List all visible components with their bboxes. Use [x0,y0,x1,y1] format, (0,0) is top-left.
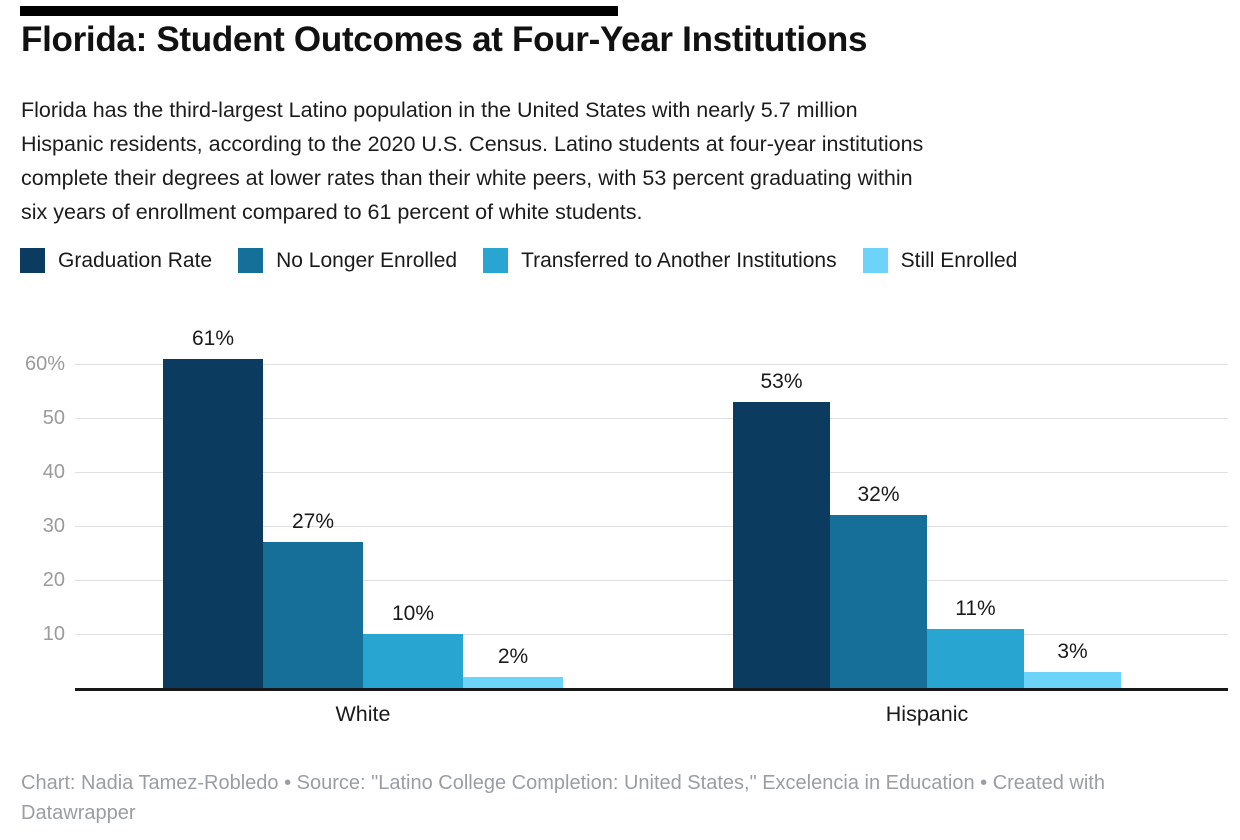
legend-item-still-enrolled: Still Enrolled [862,248,1018,273]
legend-label: No Longer Enrolled [276,248,458,272]
header-rule [20,6,618,16]
gridline-30 [75,526,1228,527]
description-line: Hispanic residents, according to the 202… [21,132,924,156]
footer-line: Chart: Nadia Tamez-Robledo • Source: "La… [21,772,1105,794]
y-tick-label-10: 10 [42,623,65,645]
bar-hispanic-transferred-to-another-institutions [927,628,1024,688]
legend-label: Transferred to Another Institutions [521,248,837,272]
legend-label: Still Enrolled [900,248,1018,272]
bar-value-label-hispanic-graduation-rate: 53% [760,369,803,393]
legend-label: Graduation Rate [58,248,213,272]
bar-hispanic-no-longer-enrolled [830,515,927,688]
legend-swatch [862,248,888,273]
legend-swatch [20,248,45,273]
chart-title: Florida: Student Outcomes at Four-Year I… [21,20,868,59]
x-label-white: White [335,702,391,726]
x-label-hispanic: Hispanic [885,702,969,726]
bar-hispanic-graduation-rate [733,401,830,688]
gridline-50 [75,418,1228,419]
legend-item-transferred-to-another-institutions: Transferred to Another Institutions [483,248,837,273]
legend: Graduation Rate No Longer Enrolled Transfe… [20,248,1017,273]
y-tick-label-20: 20 [42,569,65,591]
y-tick-label-60: 60% [24,353,65,375]
chart-description: Florida has the third-largest Latino pop… [21,93,923,229]
y-tick-label-40: 40 [42,461,65,483]
bar-hispanic-still-enrolled [1024,671,1121,688]
description-line: complete their degrees at lower rates th… [21,166,913,190]
gridline-60 [75,364,1228,365]
bar-white-transferred-to-another-institutions [363,634,463,688]
legend-item-graduation-rate: Graduation Rate [20,248,212,273]
footer-line: Datawrapper [21,802,136,824]
y-tick-label-50: 50 [42,407,65,429]
bar-value-label-white-transferred-to-another-institutions: 10% [391,602,435,625]
gridline-20 [75,580,1228,581]
legend-item-no-longer-enrolled: No Longer Enrolled [238,248,457,273]
bar-value-label-white-still-enrolled: 2% [497,645,529,669]
gridline-40 [75,472,1228,473]
bar-value-label-white-graduation-rate: 61% [191,326,235,350]
description-line: six years of enrollment compared to 61 p… [21,200,643,224]
gridline-10 [75,634,1228,635]
legend-swatch [238,248,264,273]
x-axis-line [75,688,1228,691]
bar-white-graduation-rate [163,358,263,688]
description-line: Florida has the third-largest Latino pop… [21,98,858,122]
bar-value-label-white-no-longer-enrolled: 27% [291,510,335,534]
bar-white-still-enrolled [463,677,563,688]
plot-area: 10 20 30 40 50 60% 61% 27% 10% 2% White 53% 32% 11% 3%… [24,326,1228,726]
bar-white-no-longer-enrolled [263,542,363,688]
bar-value-label-hispanic-transferred-to-another-institutions: 11% [955,596,996,620]
bar-value-label-hispanic-still-enrolled: 3% [1057,639,1088,663]
y-tick-label-30: 30 [42,515,65,537]
footer-credit: Chart: Nadia Tamez-Robledo • Source: "La… [21,768,1105,828]
legend-swatch [483,248,509,273]
bar-value-label-hispanic-no-longer-enrolled: 32% [857,483,900,507]
